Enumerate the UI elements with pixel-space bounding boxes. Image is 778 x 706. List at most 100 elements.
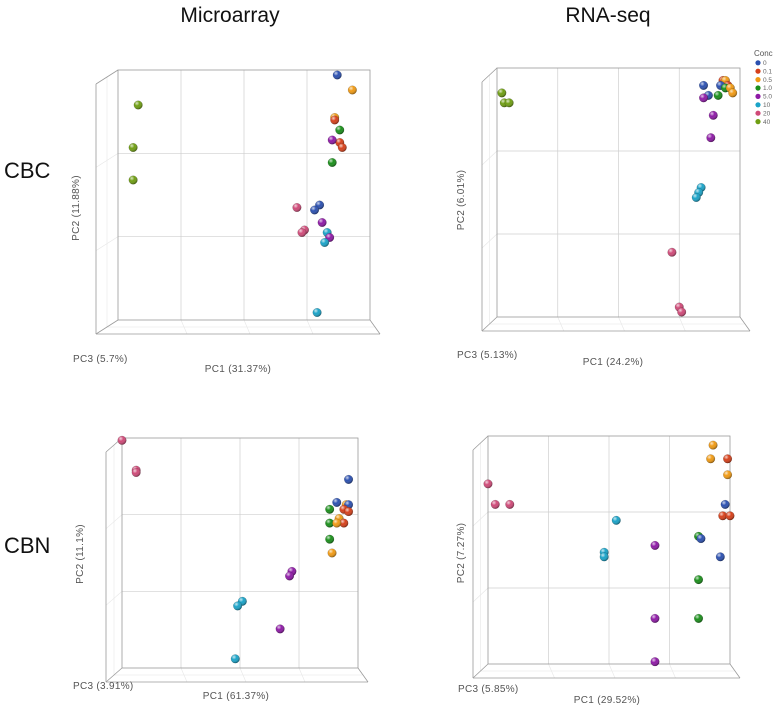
data-point [691,192,701,202]
data-point [117,435,127,445]
data-point [728,88,738,98]
data-point [694,575,704,585]
legend-swatch [755,77,761,83]
data-point [694,613,704,623]
row-label-cbc: CBC [4,158,51,183]
data-point [720,499,730,509]
legend-label: 10 [763,102,771,109]
z-axis-label: PC3 (5.85%) [458,684,519,695]
points [117,435,354,664]
data-point [327,157,337,167]
data-point [339,518,349,528]
box-frame [472,435,741,679]
data-point [312,308,322,318]
panel-cbc-rnaseq: PC1 (24.2%) PC2 (6.01%) PC3 (5.13%) [456,67,751,368]
data-point [297,227,307,237]
data-point [650,540,660,550]
legend-item: 0.1 [755,68,772,75]
data-point [490,499,500,509]
data-point [310,205,320,215]
data-point [337,142,347,152]
legend-title: Conc [754,49,773,58]
points [497,75,738,317]
data-point [327,548,337,558]
data-point [708,440,718,450]
box-frame [95,69,381,335]
data-point [723,470,733,480]
data-point [497,88,507,98]
data-point [718,511,728,521]
data-point [128,142,138,152]
legend-swatch [755,93,761,99]
grid [95,70,374,335]
x-axis-label: PC1 (61.37%) [203,691,269,702]
column-title-microarray: Microarray [180,4,280,27]
data-point [230,654,240,664]
data-point [233,601,243,611]
data-point [327,135,337,145]
data-point [332,518,342,528]
data-point [725,511,735,521]
grid [472,436,734,679]
data-point [723,454,733,464]
data-point [320,237,330,247]
legend-label: 40 [763,119,771,126]
x-axis-label: PC1 (24.2%) [583,357,644,368]
data-point [344,474,354,484]
legend-item: 0.5 [755,77,772,84]
legend-label: 5.0 [763,94,772,101]
legend-item: 10 [755,102,771,109]
legend-swatch [755,102,761,108]
box-frame [481,67,751,332]
data-point [715,552,725,562]
points [128,70,357,318]
data-point [505,499,515,509]
data-point [677,307,687,317]
data-point [347,85,357,95]
data-point [699,93,709,103]
legend-item: 40 [755,119,771,126]
data-point [330,115,340,125]
data-point [325,534,335,544]
panel-cbn-rnaseq: PC1 (29.52%) PC2 (7.27%) PC3 (5.85%) [456,435,741,706]
legend-item: 5.0 [755,94,772,101]
data-point [325,504,335,514]
data-point [706,454,716,464]
legend-swatch [755,119,761,125]
data-point [335,125,345,135]
legend-swatch [755,85,761,91]
grid [481,68,744,332]
legend-item: 20 [755,110,771,117]
legend-swatch [755,110,761,116]
data-point [650,657,660,667]
x-axis-label: PC1 (29.52%) [574,695,640,706]
data-point [708,110,718,120]
z-axis-label: PC3 (3.91%) [73,681,134,692]
data-point [713,90,723,100]
data-point [317,217,327,227]
legend-label: 1.0 [763,85,772,92]
panel-cbn-microarray: PC1 (61.37%) PC2 (11.1%) PC3 (3.91%) [73,435,369,702]
data-point [696,534,706,544]
legend-label: 20 [763,110,771,117]
data-point [325,518,335,528]
data-point [611,515,621,525]
legend-label: 0.5 [763,77,772,84]
legend-item: 1.0 [755,85,772,92]
z-axis-label: PC3 (5.13%) [457,350,518,361]
grid [105,438,362,683]
legend-item: 0 [755,60,767,67]
data-point [699,80,709,90]
data-point [650,613,660,623]
z-axis-label: PC3 (5.7%) [73,354,128,365]
data-point [292,202,302,212]
data-point [483,479,493,489]
y-axis-label: PC2 (7.27%) [456,523,467,584]
data-point [332,497,342,507]
y-axis-label: PC2 (11.88%) [71,175,82,241]
data-point [706,133,716,143]
legend-label: 0.1 [763,68,772,75]
legend-label: 0 [763,60,767,67]
